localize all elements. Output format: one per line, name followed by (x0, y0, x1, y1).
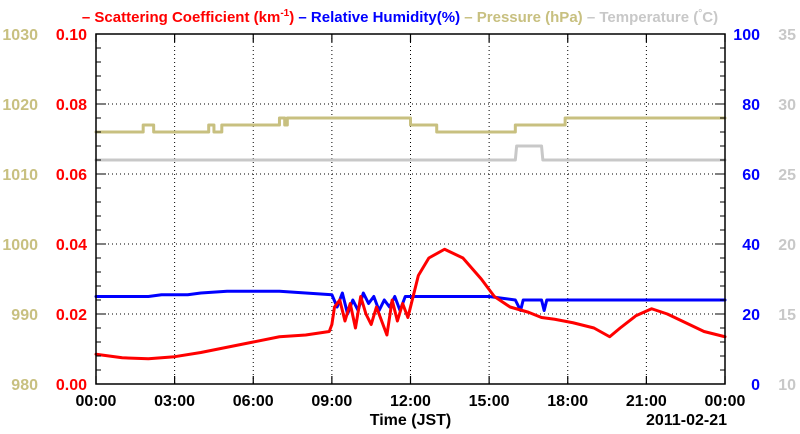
pressure-tick-label: 980 (11, 377, 38, 394)
temperature-tick-label: 15 (778, 307, 796, 324)
temperature-tick-label: 10 (778, 377, 796, 394)
x-tick-label: 03:00 (154, 393, 195, 410)
scattering-tick-label: 0.00 (56, 377, 87, 394)
legend-entry-pressure: – Pressure (hPa) (460, 9, 583, 26)
x-tick-label: 18:00 (547, 393, 588, 410)
pressure-tick-label: 990 (11, 307, 38, 324)
series-pressure (94, 116, 727, 134)
series-scattering-coefficient (94, 247, 727, 361)
humidity-tick-label: 40 (742, 237, 760, 254)
legend-entry-temperature: – Temperature ( (583, 9, 699, 26)
scattering-tick-label: 0.08 (56, 97, 87, 114)
pressure-tick-label: 1020 (2, 97, 38, 114)
x-tick-label: 06:00 (233, 393, 274, 410)
series-layer (94, 116, 727, 361)
legend-line: – Scattering Coefficient (km-1) – Relati… (82, 8, 718, 26)
humidity-tick-label: 20 (742, 307, 760, 324)
series-relative-humidity (94, 289, 727, 316)
x-tick-label: 15:00 (469, 393, 510, 410)
legend-suffix: ) (289, 9, 294, 26)
y-axes: 98099010001010102010300.000.020.040.060.… (2, 27, 796, 394)
x-tick-label: 00:00 (705, 393, 746, 410)
series-temperature (94, 144, 727, 162)
humidity-tick-label: 100 (733, 27, 760, 44)
humidity-tick-label: 80 (742, 97, 760, 114)
temperature-tick-label: 35 (778, 27, 796, 44)
legend-entry-scattering-coefficient: – Scattering Coefficient (km (82, 9, 280, 26)
pressure-tick-label: 1010 (2, 167, 38, 184)
date-label: 2011-02-21 (646, 412, 727, 429)
x-tick-label: 21:00 (626, 393, 667, 410)
humidity-tick-label: 0 (751, 377, 760, 394)
legend-superscript: -1 (280, 8, 289, 19)
scattering-tick-label: 0.10 (56, 27, 87, 44)
temperature-tick-label: 25 (778, 167, 796, 184)
legend-entry-relative-humidity: – Relative Humidity(%) (294, 9, 460, 26)
x-tick-label: 12:00 (390, 393, 431, 410)
legend-degree: ° (698, 8, 702, 19)
x-axis-title: Time (JST) (370, 412, 452, 429)
humidity-tick-label: 60 (742, 167, 760, 184)
scattering-tick-label: 0.02 (56, 307, 87, 324)
legend: – Scattering Coefficient (km-1) – Relati… (82, 8, 718, 26)
pressure-tick-label: 1000 (2, 237, 38, 254)
legend-suffix: C) (702, 9, 718, 26)
x-tick-label: 09:00 (311, 393, 352, 410)
scattering-tick-label: 0.06 (56, 167, 87, 184)
x-axis: 00:00 03:00 06:00 09:00 12:00 15:00 18:00 21:00… (76, 34, 746, 410)
pressure-tick-label: 1030 (2, 27, 38, 44)
grid (96, 34, 725, 384)
scattering-tick-label: 0.04 (56, 237, 87, 254)
temperature-tick-label: 20 (778, 237, 796, 254)
temperature-tick-label: 30 (778, 97, 796, 114)
x-tick-label: 00:00 (76, 393, 117, 410)
